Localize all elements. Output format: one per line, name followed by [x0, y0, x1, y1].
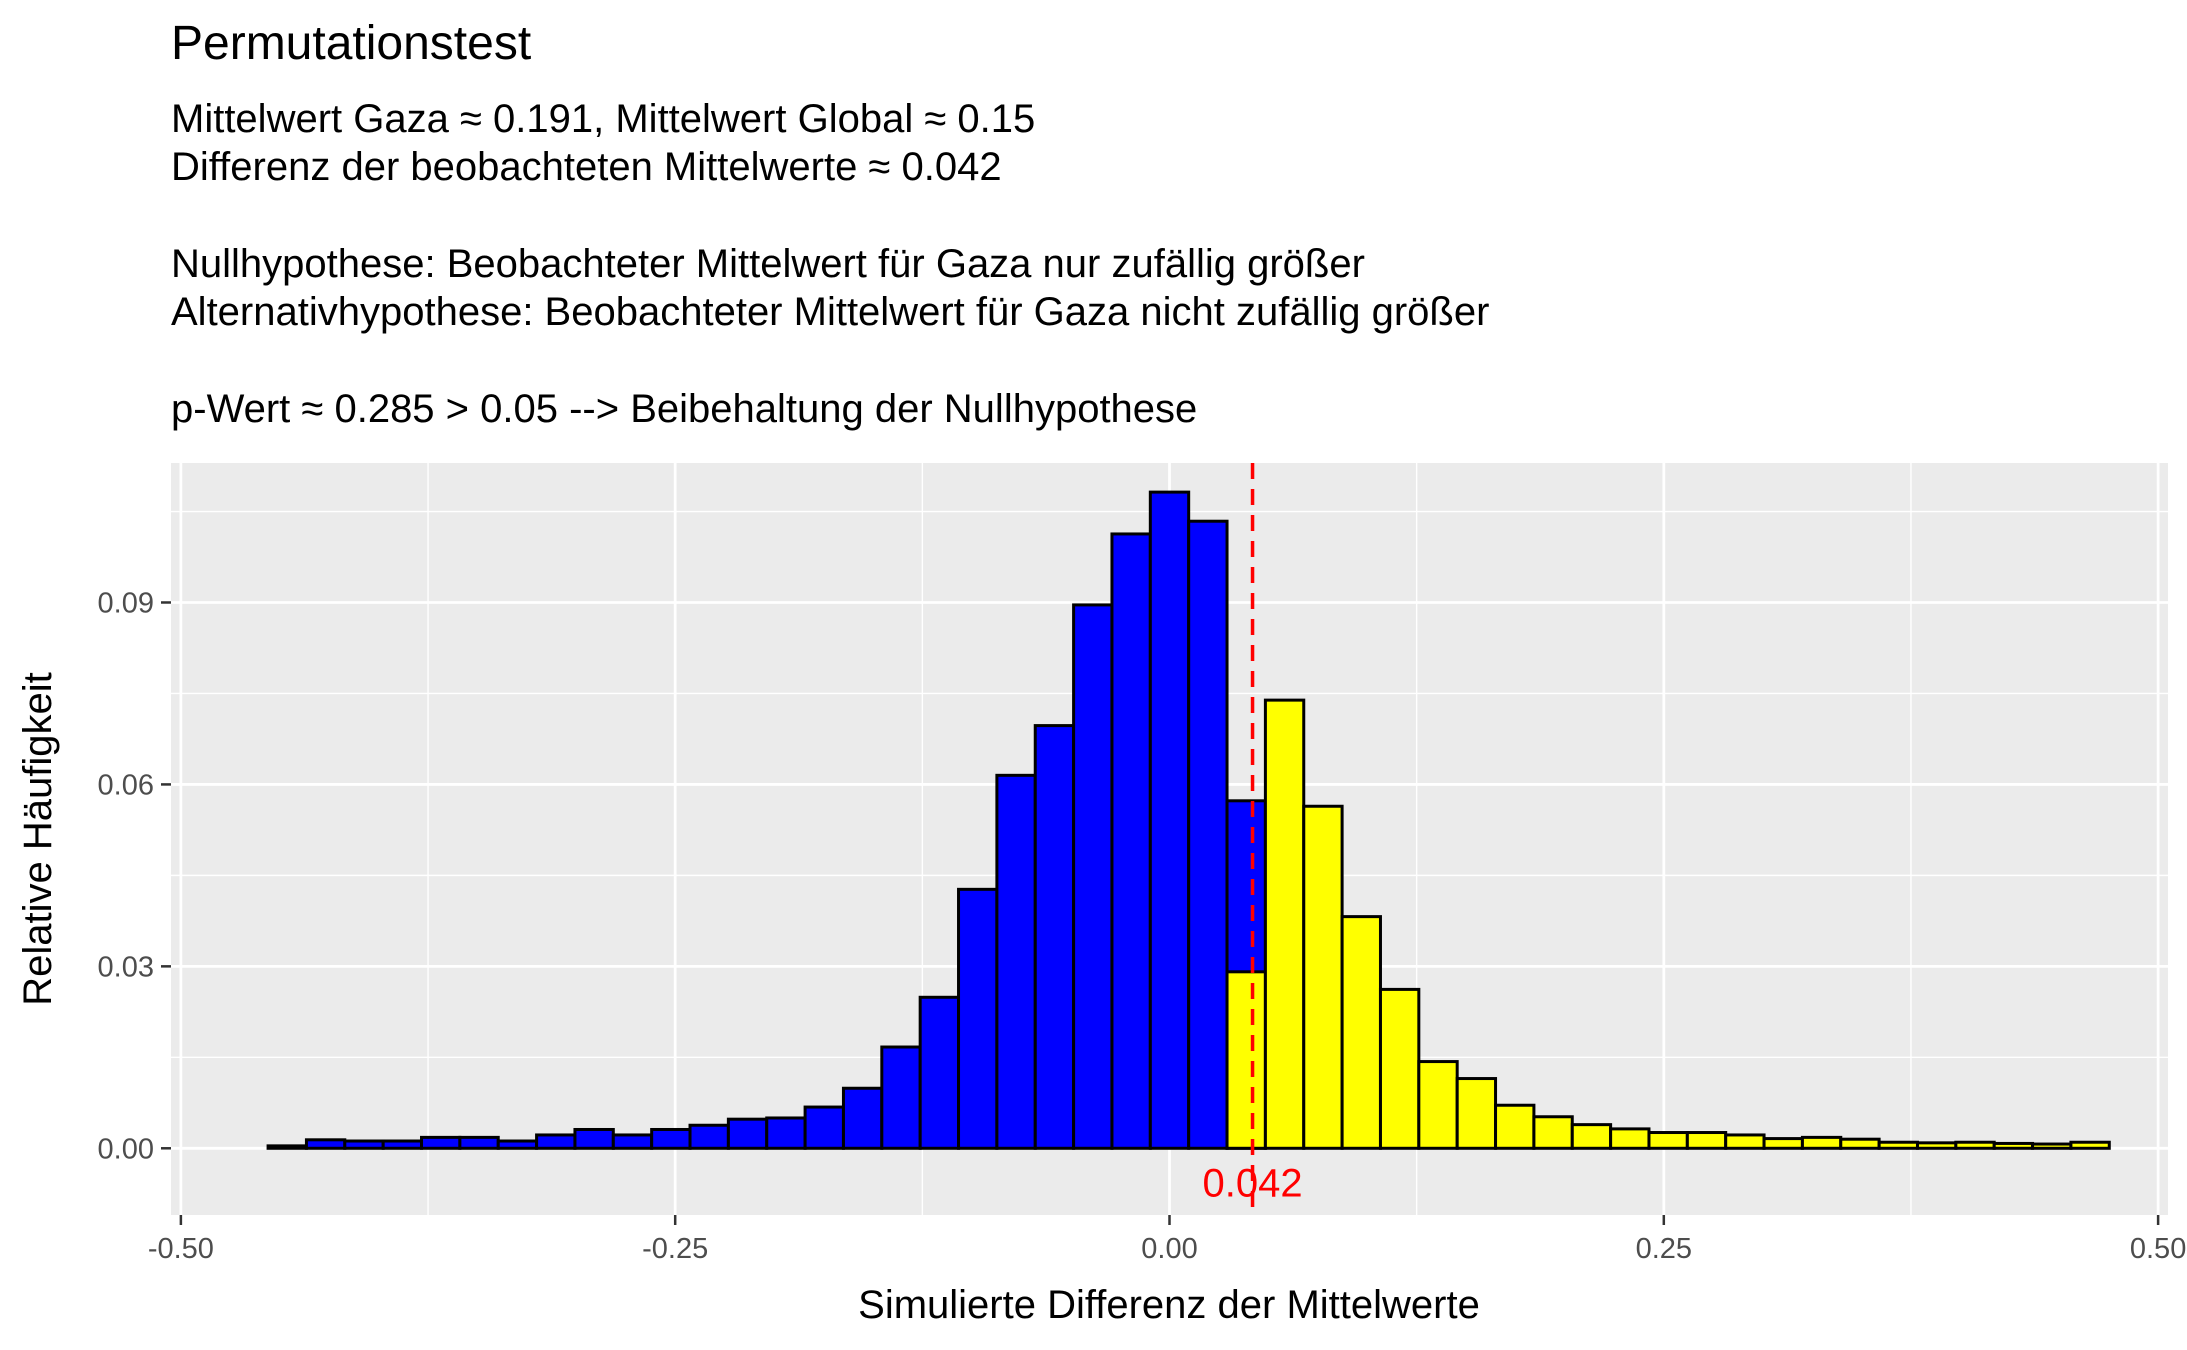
subtitle-line-4: Nullhypothese: Beobachteter Mittelwert f… — [171, 242, 1365, 286]
histogram-bar-above — [1455, 1077, 1498, 1150]
histogram-bar-below — [266, 1144, 308, 1150]
histogram-bar-above — [1877, 1140, 1919, 1150]
histogram-bar-above — [1494, 1103, 1536, 1150]
x-tick-label: -0.50 — [148, 1233, 214, 1265]
histogram-bar-below — [803, 1105, 845, 1150]
histogram-bar-above — [1570, 1123, 1613, 1150]
bars-layer — [266, 490, 2111, 1150]
histogram-bar-above — [1302, 804, 1344, 1150]
histogram-bar-below — [458, 1135, 500, 1150]
histogram-bar-above — [2031, 1142, 2073, 1150]
x-axis-title: Simulierte Differenz der Mittelwerte — [858, 1283, 1480, 1327]
histogram-bar-below — [1033, 724, 1076, 1150]
histogram-bar-above — [1340, 915, 1382, 1150]
histogram-bar-below — [573, 1127, 615, 1150]
histogram-bar-below — [1110, 532, 1152, 1150]
histogram-bar-below — [995, 773, 1037, 1150]
subtitle-line-2: Differenz der beobachteten Mittelwerte ≈… — [171, 145, 1002, 189]
chart-title: Permutationstest — [171, 17, 532, 70]
histogram-bar-below — [496, 1139, 539, 1150]
histogram-bar-above — [1839, 1137, 1881, 1150]
histogram-bar-below — [420, 1135, 462, 1150]
histogram-bar-above — [1762, 1137, 1804, 1150]
histogram-bar-below — [650, 1127, 692, 1150]
observed-difference-label: 0.042 — [1202, 1161, 1302, 1205]
histogram-bar-below — [1187, 519, 1229, 1150]
y-tick-label: 0.03 — [98, 951, 154, 983]
histogram-bar-above — [1417, 1060, 1459, 1150]
histogram-bar-above — [1915, 1141, 1958, 1150]
histogram-bar-above — [1647, 1131, 1689, 1150]
y-tick-label: 0.00 — [98, 1133, 154, 1165]
x-tick-label: 0.50 — [2130, 1233, 2186, 1265]
histogram-bar-above — [1800, 1135, 1843, 1150]
x-tick-label: -0.25 — [642, 1233, 708, 1265]
histogram-bar-above — [1609, 1127, 1651, 1150]
histogram-bar-below — [957, 887, 999, 1150]
axis-layer: -0.50 -0.25 0.00 0.25 0.50 0.00 0.03 0.06 0.09 — [98, 587, 2187, 1265]
histogram-bar-below — [1072, 603, 1114, 1150]
histogram-bar-below — [304, 1138, 347, 1150]
subtitle-line-7: p-Wert ≈ 0.285 > 0.05 --> Beibehaltung d… — [171, 387, 1198, 431]
histogram-bar-below — [880, 1045, 922, 1150]
y-tick-label: 0.06 — [98, 769, 154, 801]
histogram-bar-above — [1532, 1115, 1574, 1150]
histogram-bar-below — [726, 1117, 769, 1150]
y-tick-label: 0.09 — [98, 587, 154, 619]
histogram-bar-above — [1225, 970, 1267, 1150]
histogram-bar-below — [1148, 490, 1191, 1150]
histogram-bar-below — [343, 1139, 385, 1150]
x-tick-label: 0.25 — [1636, 1233, 1692, 1265]
histogram-bar-above — [1992, 1141, 2035, 1150]
histogram-bar-above — [1724, 1133, 1766, 1150]
histogram-bar-below — [765, 1116, 807, 1150]
histogram-bar-above — [1954, 1140, 1996, 1150]
histogram-bar-below — [918, 995, 961, 1150]
histogram-bar-above — [1685, 1131, 1728, 1150]
x-tick-label: 0.00 — [1141, 1233, 1197, 1265]
subtitle-line-5: Alternativhypothese: Beobachteter Mittel… — [171, 290, 1490, 334]
histogram-bar-below — [535, 1133, 577, 1150]
histogram-bar-above — [1263, 698, 1306, 1150]
y-axis-title: Relative Häufigkeit — [16, 672, 60, 1006]
histogram-bar-above — [1378, 987, 1421, 1150]
histogram-bar-below — [381, 1139, 424, 1150]
annotation-layer: 0.042 — [1202, 463, 1303, 1215]
histogram-bar-below — [841, 1086, 884, 1150]
histogram-bar-above — [2069, 1140, 2111, 1150]
histogram-bar-below — [611, 1133, 654, 1150]
histogram-bar-below — [688, 1123, 730, 1150]
subtitle-line-1: Mittelwert Gaza ≈ 0.191, Mittelwert Glob… — [171, 97, 1036, 141]
